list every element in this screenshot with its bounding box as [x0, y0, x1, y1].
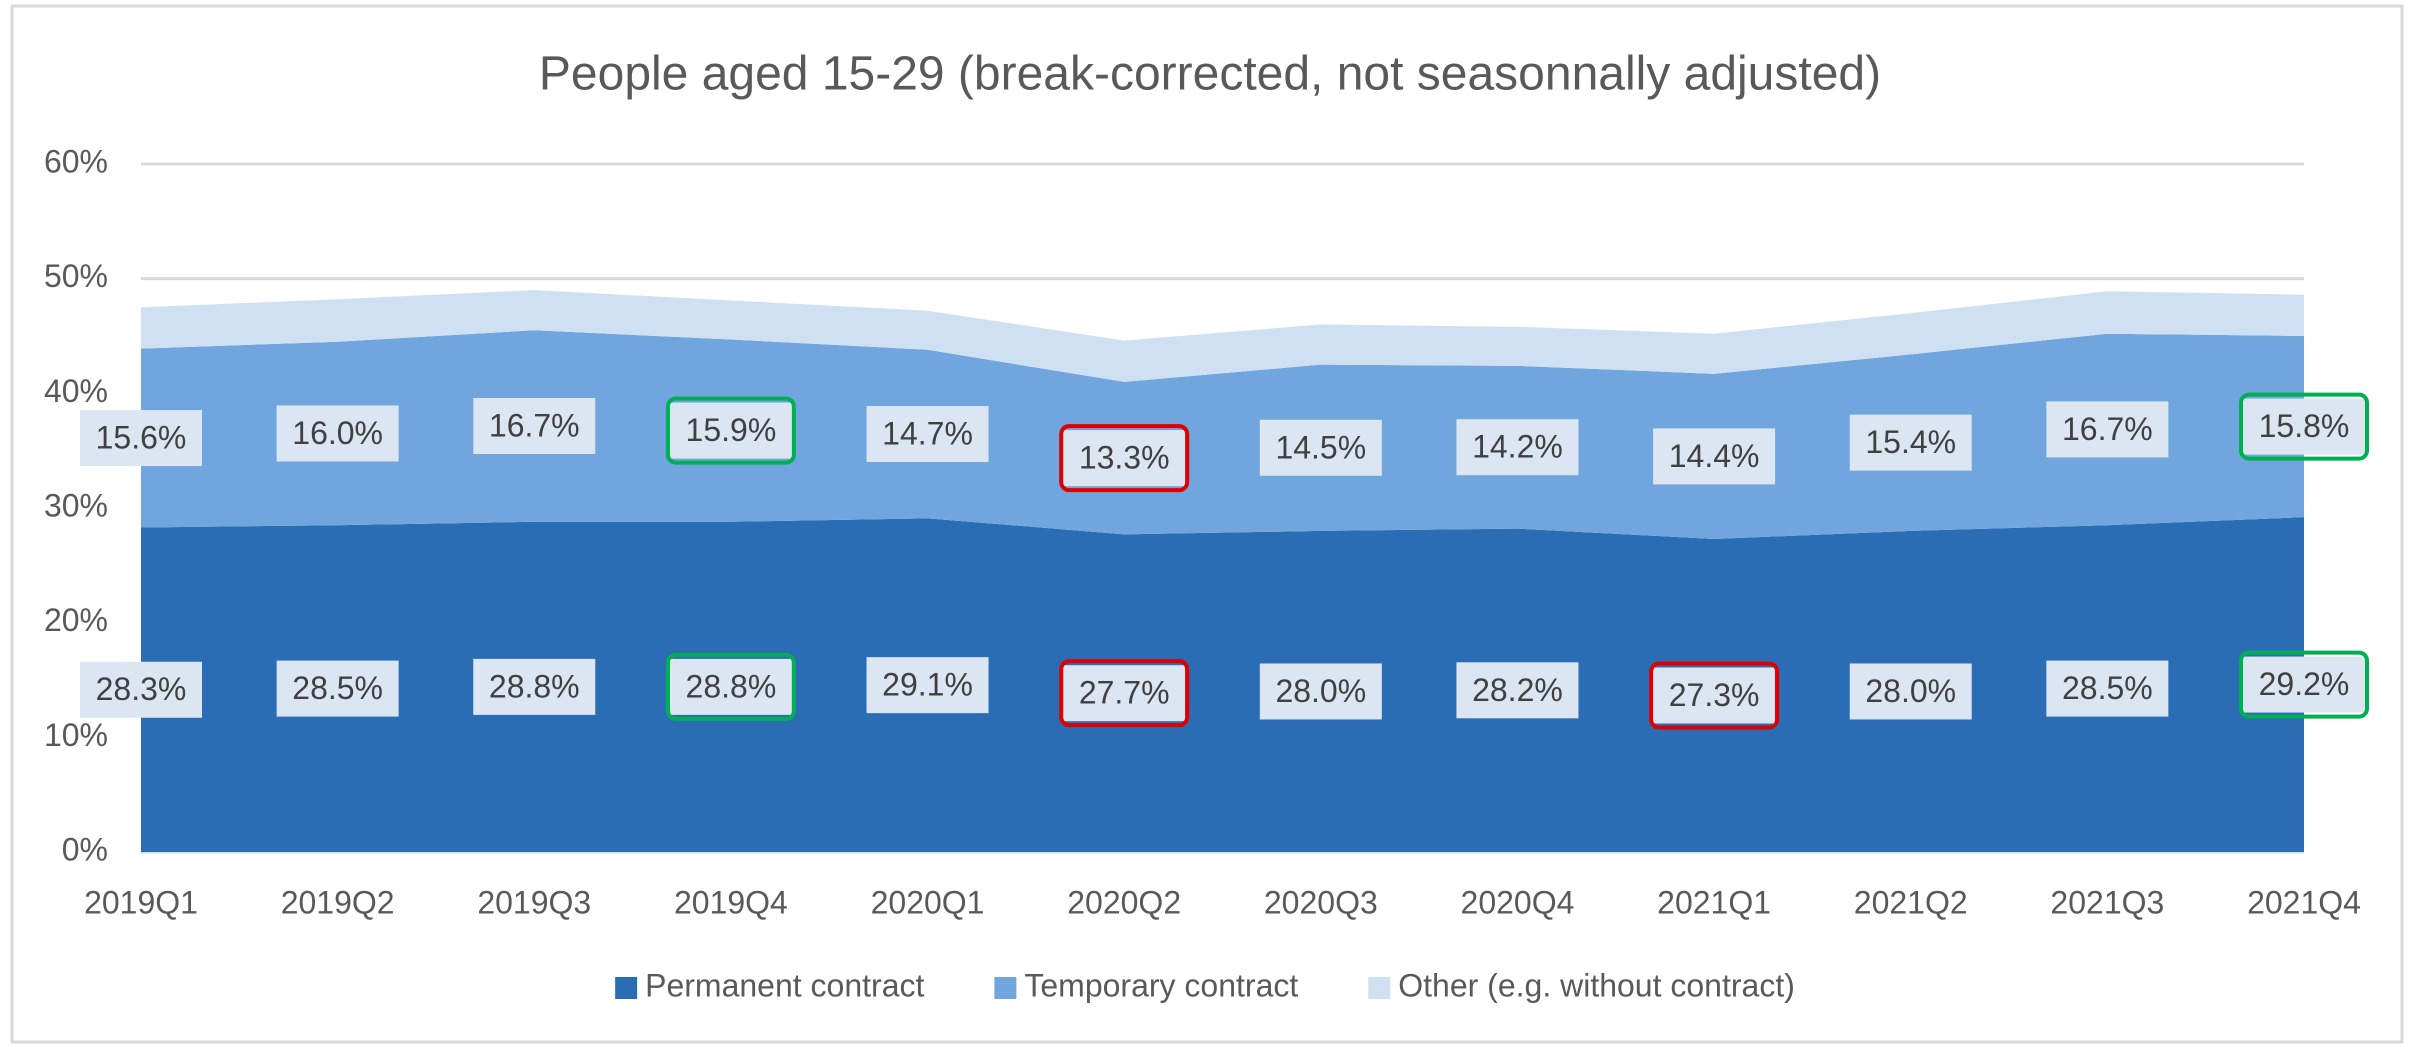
x-tick-label: 2019Q3 — [477, 884, 591, 920]
value-label-bg — [1456, 662, 1579, 719]
value-label: 29.1% — [882, 667, 973, 703]
highlight-box — [2239, 392, 2369, 461]
value-label: 28.5% — [2062, 670, 2153, 706]
legend: Permanent contract Temporary contract Othe… — [615, 967, 1795, 1003]
value-label-bg — [669, 658, 792, 715]
value-label-bg — [1653, 667, 1776, 724]
value-label-bg — [866, 406, 989, 463]
x-tick-label: 2020Q1 — [871, 884, 985, 920]
value-label: 16.7% — [2062, 411, 2153, 447]
y-tick-label: 0% — [62, 831, 108, 867]
value-label-bg — [1456, 419, 1579, 476]
value-label: 15.8% — [2259, 408, 2350, 444]
value-label-bg — [1849, 414, 1972, 471]
chart-title: People aged 15-29 (break-corrected, not … — [539, 48, 1881, 101]
x-tick-label: 2020Q4 — [1461, 884, 1575, 920]
value-label: 28.2% — [1472, 672, 1563, 708]
legend-label: Temporary contract — [1024, 967, 1298, 1003]
x-tick-label: 2019Q1 — [84, 884, 198, 920]
value-label: 14.2% — [1472, 429, 1563, 465]
x-tick-label: 2020Q2 — [1067, 884, 1181, 920]
value-label: 13.3% — [1079, 440, 1170, 476]
value-label: 15.9% — [686, 412, 777, 448]
value-label: 28.0% — [1275, 673, 1366, 709]
value-label-bg — [473, 658, 596, 715]
value-label: 14.7% — [882, 415, 973, 451]
y-tick-label: 50% — [44, 258, 108, 294]
value-label-bg — [669, 402, 792, 459]
highlight-box — [1059, 424, 1190, 493]
value-label-bg — [276, 405, 399, 462]
y-tick-label: 40% — [44, 373, 108, 409]
value-label-bg — [1063, 665, 1186, 722]
value-label: 28.5% — [292, 670, 383, 706]
value-label: 27.7% — [1079, 675, 1170, 711]
value-label-bg — [473, 398, 596, 455]
value-label-bg — [1063, 430, 1186, 487]
value-label: 16.7% — [489, 407, 580, 443]
value-label-bg — [1653, 428, 1776, 485]
value-label: 28.3% — [96, 671, 187, 707]
value-label: 28.8% — [686, 668, 777, 704]
legend-swatch — [994, 977, 1017, 999]
value-label: 28.8% — [489, 668, 580, 704]
highlight-box — [2239, 650, 2369, 719]
highlight-box — [1059, 659, 1190, 728]
value-label-bg — [1849, 663, 1972, 720]
value-label: 14.4% — [1669, 438, 1760, 474]
value-label-bg — [276, 660, 399, 717]
y-tick-label: 60% — [44, 143, 108, 179]
x-tick-label: 2021Q1 — [1657, 884, 1771, 920]
value-label: 15.4% — [1865, 424, 1956, 460]
value-label-bg — [2046, 660, 2169, 717]
x-tick-label: 2020Q3 — [1264, 884, 1378, 920]
y-tick-label: 20% — [44, 602, 108, 638]
value-label-bg — [80, 410, 202, 467]
legend-swatch — [1368, 977, 1391, 999]
highlight-box — [665, 396, 796, 465]
value-label-bg — [2243, 656, 2365, 713]
area — [141, 330, 2304, 539]
value-label: 16.0% — [292, 415, 383, 451]
value-label-bg — [2046, 401, 2169, 458]
value-label-bg — [80, 661, 202, 718]
x-tick-label: 2019Q2 — [281, 884, 395, 920]
highlight-box — [1649, 661, 1780, 730]
legend-swatch — [615, 977, 638, 999]
y-tick-label: 10% — [44, 717, 108, 753]
value-label-bg — [866, 657, 989, 714]
x-tick-label: 2021Q2 — [1854, 884, 1968, 920]
value-label: 15.6% — [96, 420, 187, 456]
x-tick-label: 2019Q4 — [674, 884, 788, 920]
value-label: 27.3% — [1669, 677, 1760, 713]
x-tick-label: 2021Q3 — [2050, 884, 2164, 920]
x-tick-label: 2021Q4 — [2247, 884, 2361, 920]
area — [141, 290, 2304, 382]
value-label: 14.5% — [1275, 429, 1366, 465]
value-label-bg — [1259, 419, 1382, 476]
value-label: 28.0% — [1865, 673, 1956, 709]
highlight-box — [665, 652, 796, 721]
area — [141, 517, 2304, 852]
y-tick-label: 30% — [44, 487, 108, 523]
value-label-bg — [2243, 398, 2365, 455]
value-label-bg — [1259, 663, 1382, 720]
legend-label: Other (e.g. without contract) — [1398, 967, 1795, 1003]
legend-label: Permanent contract — [645, 967, 924, 1003]
value-label: 29.2% — [2259, 666, 2350, 702]
